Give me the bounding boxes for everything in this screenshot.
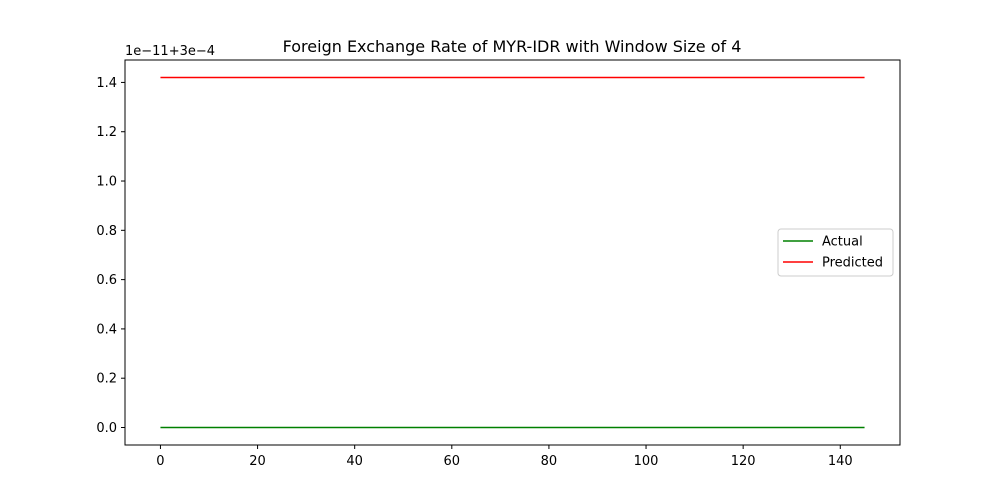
x-tick-label: 120 (731, 454, 756, 469)
plot-frame (124, 59, 901, 446)
legend: Actual Predicted (777, 228, 894, 277)
x-tick-label: 100 (634, 454, 659, 469)
y-tick-label: 0.0 (96, 421, 117, 436)
x-tick-label: 40 (346, 454, 363, 469)
legend-label-predicted: Predicted (822, 256, 883, 271)
y-axis-offset-label: 1e−11+3e−4 (125, 44, 215, 59)
x-tick-label: 0 (156, 454, 164, 469)
chart-title: Foreign Exchange Rate of MYR-IDR with Wi… (283, 37, 742, 56)
y-tick-label: 1.2 (96, 125, 117, 140)
y-tick-label: 0.8 (96, 224, 117, 239)
y-tick-label: 1.4 (96, 76, 117, 91)
x-tick-label: 20 (249, 454, 266, 469)
y-tick-label: 1.0 (96, 175, 117, 190)
x-tick-label: 140 (828, 454, 853, 469)
x-tick-label: 60 (444, 454, 461, 469)
y-tick-label: 0.6 (96, 273, 117, 288)
y-tick-label: 0.4 (96, 322, 117, 337)
plot-area: 0 20 40 60 80 100 120 140 0.0 0.2 0.4 0.6 0.8 1.0 1.2 1… (96, 76, 865, 469)
x-tick-label: 80 (541, 454, 558, 469)
legend-label-actual: Actual (822, 235, 863, 250)
y-tick-label: 0.2 (96, 372, 117, 387)
